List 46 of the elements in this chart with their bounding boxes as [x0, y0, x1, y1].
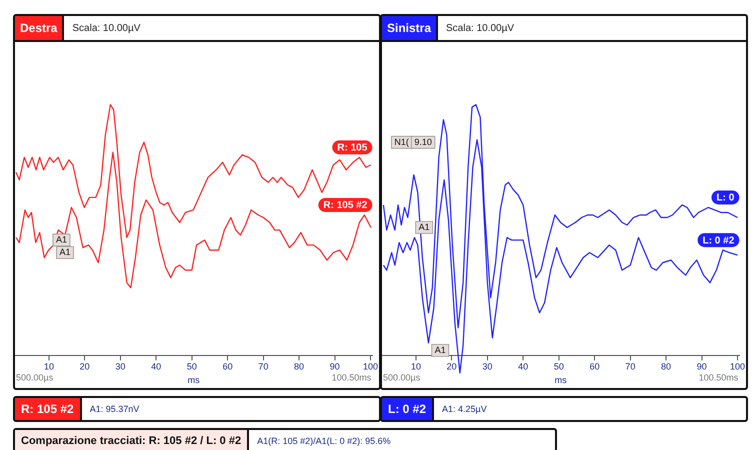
x-tick-label: 100 [730, 361, 746, 372]
annotation: A1 [434, 344, 446, 355]
text: L: 0 #2 [382, 398, 434, 420]
annotation: N1( [394, 136, 409, 147]
chart-subtitle: Scala: 10.00µV [445, 22, 514, 34]
annotation: 100.50ms [698, 372, 739, 382]
x-axis-title: ms [554, 375, 568, 386]
annotation: 500.00µs [383, 372, 421, 382]
x-tick-label: 60 [590, 361, 600, 372]
chart-subtitle: Scala: 10.00µV [71, 22, 140, 34]
text: A1: 4.25µV [441, 404, 487, 414]
x-tick-label: 20 [446, 361, 457, 372]
annotation: A1 [56, 234, 67, 245]
x-tick-label: 70 [625, 361, 636, 372]
x-tick-label: 50 [186, 361, 197, 372]
annotation: A1 [60, 247, 71, 258]
series-label: L: 0 #2 [702, 235, 735, 246]
text: A1: 95.37nV [88, 404, 140, 414]
annotation: A1 [418, 222, 430, 232]
x-tick-label: 30 [482, 361, 492, 372]
chart-title: Destra [15, 16, 64, 40]
x-tick-label: 80 [661, 361, 672, 372]
text: A1(R: 105 #2)/A1(L: 0 #2): 95.6% [256, 436, 391, 446]
x-tick-label: 40 [151, 361, 162, 372]
x-tick-label: 20 [80, 361, 90, 372]
x-tick-label: 50 [554, 361, 564, 372]
x-tick-label: 10 [44, 361, 54, 372]
x-tick-label: 10 [410, 361, 421, 372]
series-label: R: 105 [337, 142, 368, 154]
text: R: 105 #2 [15, 398, 82, 420]
x-tick-label: 40 [518, 361, 528, 372]
series-label: R: 105 #2 [323, 200, 368, 212]
x-tick-label: 60 [222, 361, 233, 372]
series-label: L: 0 [716, 192, 735, 204]
x-tick-label: 70 [258, 361, 268, 372]
x-axis-title: ms [188, 375, 200, 386]
annotation: 9.10 [414, 136, 432, 147]
x-tick-label: 100 [362, 361, 378, 372]
x-tick-label: 30 [115, 361, 126, 372]
x-tick-label: 90 [696, 361, 707, 372]
text: 500.00µs [16, 372, 54, 382]
x-tick-label: 80 [294, 361, 304, 372]
text: 100.50ms [332, 372, 372, 382]
x-tick-label: 90 [330, 361, 340, 372]
chart-title: Sinistra [382, 16, 438, 40]
text: Comparazione tracciati: R: 105 #2 / L: 0 #2 [15, 430, 250, 450]
